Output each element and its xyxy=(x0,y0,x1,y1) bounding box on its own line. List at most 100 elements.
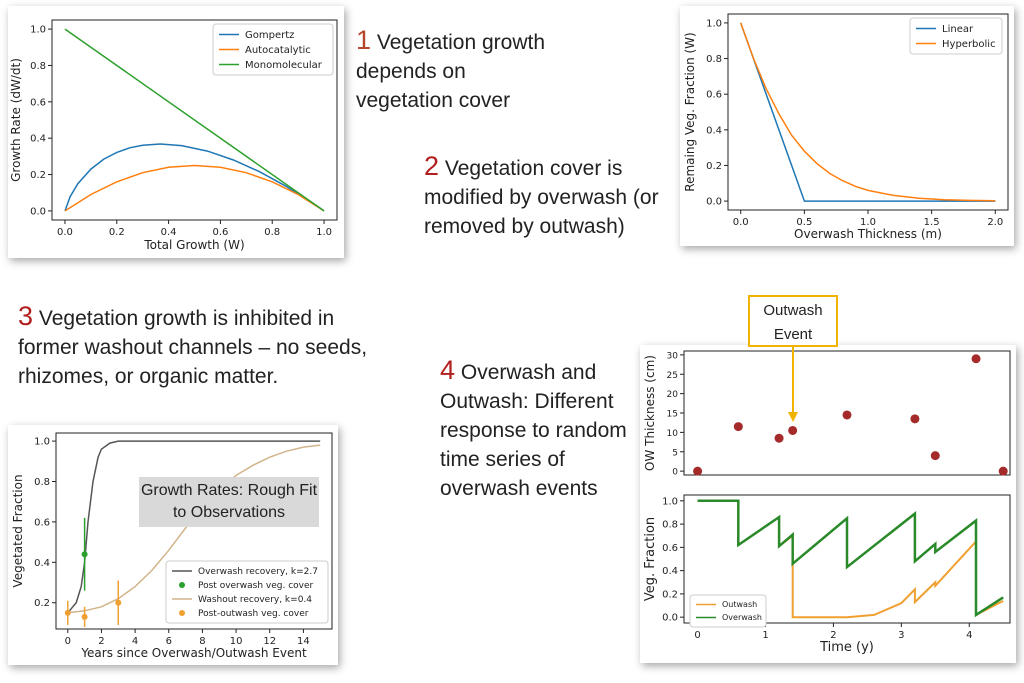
legend-marker xyxy=(179,610,185,616)
recovery-legend xyxy=(165,560,329,624)
x-tick-label: 10 xyxy=(230,636,243,647)
x-tick-label: 0.4 xyxy=(161,227,177,238)
y-tick-label: 15 xyxy=(667,410,678,420)
y-tick-label: 25 xyxy=(667,371,678,381)
legend-label: Autocatalytic xyxy=(245,45,311,56)
legend-label: Overwash xyxy=(722,613,762,622)
x-axis-label: Overwash Thickness (m) xyxy=(794,227,942,241)
y-tick-label: 0.2 xyxy=(706,161,722,172)
x-tick-label: 8 xyxy=(199,636,205,647)
y-tick-label: 0.8 xyxy=(34,477,50,488)
y-tick-label: 0.0 xyxy=(706,197,722,208)
x-tick-label: 4 xyxy=(966,630,972,641)
x-tick-label: 3 xyxy=(898,630,904,641)
y-tick-label: 0.8 xyxy=(30,61,46,72)
data-point xyxy=(693,466,703,476)
x-tick-label: 6 xyxy=(166,636,172,647)
data-point xyxy=(733,422,743,432)
series-line xyxy=(739,22,996,202)
plot-frame xyxy=(683,494,1011,624)
time-series-charts: 0 5 10 15 20 25 30 OW Thickness (cm) 0 1 2 3 4 0.0 0.2… xyxy=(643,350,1011,655)
thickness-legend xyxy=(909,17,1003,55)
outwash-event-annotation: Outwash Event xyxy=(748,295,838,347)
x-tick-label: 1.0 xyxy=(860,217,876,228)
x-axis-label: Total Growth (W) xyxy=(143,238,244,252)
data-point xyxy=(930,451,940,461)
plot-frame xyxy=(51,19,338,221)
caption-1-text: Vegetation growth depends on vegetation … xyxy=(356,31,545,112)
caption-3-text: Vegetation growth is inhibited in former… xyxy=(18,307,368,388)
recovery-chart-panel: 0 2 4 6 8 10 12 14 0.2 0.4 0.6 0.8 1.0 Years since Ov… xyxy=(8,425,338,665)
x-tick-label: 0 xyxy=(65,636,71,647)
legend-label: Post overwash veg. cover xyxy=(198,581,314,591)
y-axis-label: Growth Rate (dW/dt) xyxy=(9,58,23,182)
series-line xyxy=(64,28,325,212)
caption-2-number: 2 xyxy=(424,151,440,181)
x-axis-label: Years since Overwash/Outwash Event xyxy=(80,646,307,660)
y-tick-label: 0.4 xyxy=(34,558,50,569)
legend-label: Washout recovery, k=0.4 xyxy=(198,595,312,605)
data-point xyxy=(81,551,88,558)
series-line xyxy=(67,440,321,614)
outwash-event-arrow xyxy=(788,346,798,422)
x-tick-label: 0.0 xyxy=(57,227,73,238)
y-tick-label: 1.0 xyxy=(30,25,46,36)
x-tick-label: 2 xyxy=(830,630,836,641)
x-tick-label: 0.6 xyxy=(212,227,228,238)
y-tick-label: 0.2 xyxy=(662,589,678,600)
x-tick-label: 0.0 xyxy=(733,217,749,228)
y-tick-label: 20 xyxy=(667,390,679,400)
series-line xyxy=(64,143,325,212)
caption-1-number: 1 xyxy=(356,25,372,55)
data-point xyxy=(115,599,122,606)
legend-label: Post-outwash veg. cover xyxy=(198,609,309,619)
legend-label: Outwash xyxy=(722,600,757,609)
y-tick-label: 0.0 xyxy=(30,206,46,217)
y-tick-label: 0.2 xyxy=(30,170,46,181)
x-tick-label: 2 xyxy=(98,636,104,647)
y-tick-label: 1.0 xyxy=(662,496,678,507)
x-tick-label: 4 xyxy=(132,636,138,647)
time-legend xyxy=(689,594,767,628)
y-tick-label: 1.0 xyxy=(706,18,722,29)
x-tick-label: 2.0 xyxy=(987,217,1003,228)
y-tick-label: 0 xyxy=(672,468,678,478)
y-tick-label: 0.0 xyxy=(662,613,678,624)
growth-legend xyxy=(212,23,334,76)
data-point xyxy=(842,410,852,420)
series-line xyxy=(64,164,325,212)
x-axis-label: Time (y) xyxy=(819,640,874,655)
caption-4-number: 4 xyxy=(440,355,456,385)
plot-frame xyxy=(55,432,333,630)
y-axis-label: OW Thickness (cm) xyxy=(643,355,657,471)
x-tick-label: 1.0 xyxy=(316,227,332,238)
y-axis-label: Veg. Fraction xyxy=(643,517,658,601)
y-axis-label: Remaing Veg. Fraction (W) xyxy=(683,32,697,191)
y-tick-label: 30 xyxy=(667,351,679,361)
veg-fraction-overwash-chart-panel: 0.0 0.5 1.0 1.5 2.0 0.0 0.2 0.4 0.6 0.8 1.0 Overwas… xyxy=(680,6,1014,246)
legend-marker xyxy=(179,582,185,588)
y-tick-label: 0.6 xyxy=(30,97,46,108)
y-tick-label: 0.8 xyxy=(706,54,722,65)
x-tick-label: 12 xyxy=(263,636,276,647)
legend-label: Overwash recovery, k=2.7 xyxy=(198,567,318,577)
x-tick-label: 0.8 xyxy=(264,227,280,238)
x-tick-label: 0.5 xyxy=(796,217,812,228)
y-tick-label: 5 xyxy=(672,448,678,458)
legend-label: Hyperbolic xyxy=(942,39,996,50)
x-tick-label: 0.2 xyxy=(109,227,125,238)
y-tick-label: 0.6 xyxy=(662,543,678,554)
caption-4: 4 Overwash and Outwash: Different respon… xyxy=(440,356,630,503)
caption-4-text: Overwash and Outwash: Different response… xyxy=(440,361,627,500)
y-tick-label: 0.6 xyxy=(706,90,722,101)
x-tick-label: 0 xyxy=(694,630,700,641)
y-tick-label: 0.8 xyxy=(662,520,678,531)
y-tick-label: 0.2 xyxy=(34,598,50,609)
remaining-veg-chart: 0.0 0.5 1.0 1.5 2.00.00.20.40.60.81.0Overwas… xyxy=(683,13,1009,241)
x-tick-label: 14 xyxy=(297,636,310,647)
y-tick-label: 0.4 xyxy=(706,125,722,136)
caption-2-text: Vegetation cover is modified by overwash… xyxy=(424,157,659,238)
x-tick-label: 1 xyxy=(762,630,768,641)
x-tick-label: 1.5 xyxy=(924,217,940,228)
recovery-chart: 0 2 4 6 8 10 12 14 0.2 0.4 0.6 0.8 1.0 Years since Ov… xyxy=(11,432,333,660)
